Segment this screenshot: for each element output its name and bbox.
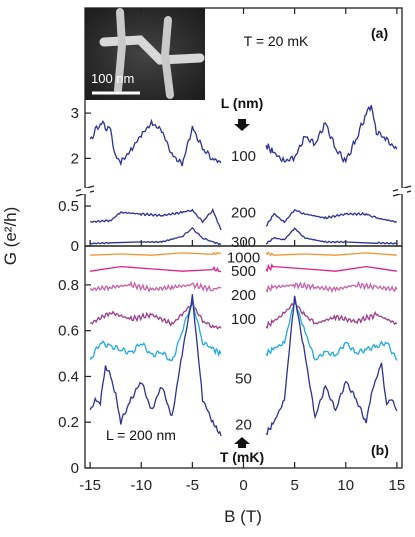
series-T500-trace-negative-b [90, 265, 222, 273]
series-L200-trace-positive-b [265, 208, 398, 227]
series-L100-trace-negative-b [89, 118, 222, 167]
y-tick-label-b: 0.4 [58, 368, 79, 385]
series-label-T1000: 1000 [227, 249, 260, 266]
series-T50-trace-positive-b [265, 299, 398, 361]
series-T200-trace-negative-b [89, 280, 222, 294]
y-tick-label-upper: 3 [71, 105, 79, 122]
x-tick-label: -5 [186, 477, 199, 494]
series-T100-trace-negative-b [89, 299, 222, 330]
series-T20-trace-negative-b [89, 294, 222, 437]
series-label-T20: 20 [235, 417, 252, 434]
scale-bar-label: 100 nm [91, 71, 134, 86]
y-tick-label-b: 0.2 [58, 414, 79, 431]
y-axis-title: G (e²/h) [1, 207, 20, 266]
temperature-label: T = 20 mK [244, 33, 309, 49]
series-label-L200: 200 [231, 204, 256, 221]
length-parameter-label: L (nm) [221, 95, 264, 111]
y-tick-label-lower: 0.5 [58, 198, 79, 215]
series-label-T200: 200 [231, 287, 256, 304]
series-T200-trace-positive-b [265, 280, 398, 294]
series-L200-trace-negative-b [89, 207, 222, 231]
x-axis-title: B (T) [224, 507, 262, 526]
series-L300-trace-positive-b [265, 227, 398, 245]
y-tick-label-b: 0.6 [58, 323, 79, 340]
series-label-T100: 100 [231, 311, 256, 328]
series-L100-trace-positive-b [265, 105, 398, 164]
series-label-T500: 500 [231, 263, 256, 280]
up-arrow-icon [234, 437, 250, 448]
series-label-L300: 300 [231, 234, 256, 251]
series-T20-trace-positive-b [265, 295, 398, 435]
axis-break-marks [75, 185, 412, 197]
series-T1000-trace-positive-b [265, 251, 397, 257]
series-T100-trace-positive-b [265, 301, 398, 330]
panel-b-label: (b) [371, 442, 389, 458]
y-tick-label-upper: 2 [71, 150, 79, 167]
x-tick-label: 10 [337, 477, 354, 494]
series-T50-trace-negative-b [89, 298, 222, 362]
panel-b-series [89, 251, 398, 437]
sem-inset: 100 nm [85, 8, 205, 100]
length-label: L = 200 nm [106, 427, 176, 443]
panel-a-label: (a) [371, 25, 388, 41]
x-tick-label: 0 [239, 477, 247, 494]
series-label-T50: 50 [235, 371, 252, 388]
axis-ticks: -15 -10 -5 0 5 10 15 2 3 0 0.5 0 0.2 0.4 0.6 0.8 100 200 3… [58, 8, 405, 494]
y-tick-label-b: 0.8 [58, 277, 79, 294]
series-T500-trace-positive-b [265, 263, 397, 273]
y-tick-label-b: 0 [71, 460, 79, 477]
series-T1000-trace-negative-b [90, 251, 222, 256]
x-tick-label: 5 [290, 477, 298, 494]
x-tick-label: -15 [79, 477, 101, 494]
down-arrow-icon [234, 119, 250, 131]
series-label-L100: 100 [231, 148, 256, 165]
x-tick-label: -10 [130, 477, 152, 494]
y-tick-label-lower: 0 [71, 238, 79, 255]
panel-a-series [89, 105, 398, 246]
temperature-parameter-label: T (mK) [220, 449, 264, 465]
series-L300-trace-negative-b [89, 227, 222, 246]
x-tick-label: 15 [389, 477, 406, 494]
